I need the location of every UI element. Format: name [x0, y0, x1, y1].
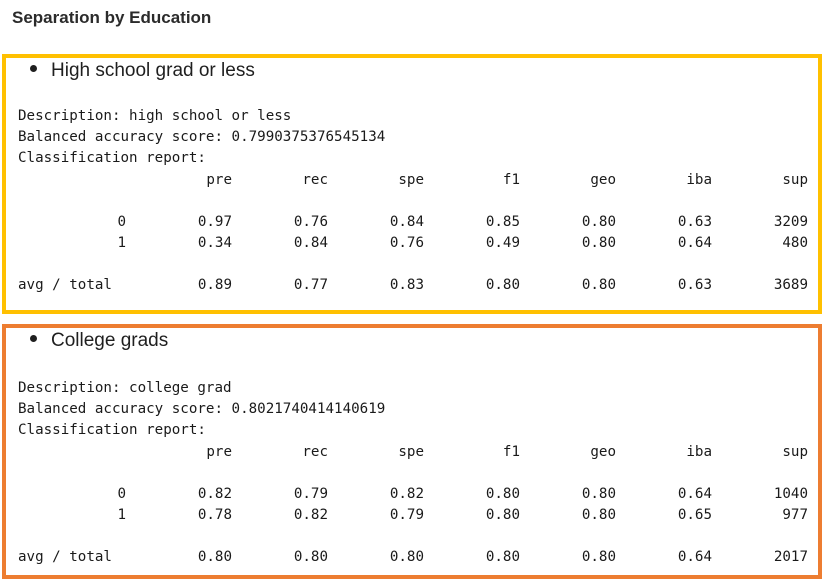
bullet-label: College grads — [51, 330, 169, 351]
column-header: spe — [398, 172, 424, 188]
table-cell: 0.84 — [293, 235, 328, 251]
bullet-item: High school grad or less — [30, 60, 255, 82]
column-header: iba — [686, 172, 712, 188]
row-label: 1 — [117, 507, 126, 523]
table-cell: 0.79 — [389, 507, 424, 523]
bullet-dot-icon — [30, 65, 37, 73]
table-cell: 0.49 — [485, 235, 520, 251]
column-header: rec — [302, 172, 328, 188]
table-cell: 2017 — [773, 549, 808, 565]
description-line: Description: college grad — [18, 380, 232, 396]
table-cell: 0.80 — [197, 549, 232, 565]
table-cell: 0.80 — [485, 277, 520, 293]
table-cell: 0.89 — [197, 277, 232, 293]
balanced-accuracy-line: Balanced accuracy score: 0.8021740414140… — [18, 401, 386, 417]
row-label: 0 — [117, 486, 126, 502]
column-header: f1 — [502, 172, 520, 188]
table-cell: 0.77 — [293, 277, 328, 293]
row-label: avg / total — [18, 549, 112, 565]
table-cell: 0.80 — [581, 549, 616, 565]
table-cell: 0.80 — [293, 549, 328, 565]
column-header: geo — [590, 172, 616, 188]
table-cell: 0.64 — [677, 486, 712, 502]
report-label: Classification report: — [18, 150, 206, 166]
section-high-school: High school grad or less Description: hi… — [2, 54, 822, 314]
table-cell: 0.78 — [197, 507, 232, 523]
table-cell: 0.80 — [581, 507, 616, 523]
report-label: Classification report: — [18, 422, 206, 438]
row-label: 0 — [117, 214, 126, 230]
table-cell: 0.82 — [389, 486, 424, 502]
column-header: sup — [782, 172, 808, 188]
table-cell: 0.82 — [293, 507, 328, 523]
table-cell: 0.63 — [677, 214, 712, 230]
table-cell: 0.63 — [677, 277, 712, 293]
balanced-accuracy-line: Balanced accuracy score: 0.7990375376545… — [18, 129, 386, 145]
table-cell: 0.80 — [581, 486, 616, 502]
page-title: Separation by Education — [12, 8, 212, 27]
column-header: spe — [398, 444, 424, 460]
table-cell: 0.64 — [677, 235, 712, 251]
table-cell: 0.80 — [581, 214, 616, 230]
section-college-grads: College grads Description: college grad … — [2, 324, 822, 579]
table-cell: 0.97 — [197, 214, 232, 230]
column-header: sup — [782, 444, 808, 460]
row-label: 1 — [117, 235, 126, 251]
table-cell: 0.82 — [197, 486, 232, 502]
table-cell: 0.64 — [677, 549, 712, 565]
column-header: f1 — [502, 444, 520, 460]
table-cell: 0.84 — [389, 214, 424, 230]
table-cell: 0.85 — [485, 214, 520, 230]
column-header: iba — [686, 444, 712, 460]
bullet-dot-icon — [30, 335, 37, 343]
table-cell: 0.79 — [293, 486, 328, 502]
column-header: pre — [206, 444, 232, 460]
table-cell: 977 — [782, 507, 808, 523]
table-cell: 3689 — [773, 277, 808, 293]
table-cell: 0.34 — [197, 235, 232, 251]
bullet-label: High school grad or less — [51, 60, 255, 81]
table-cell: 480 — [782, 235, 808, 251]
table-cell: 0.65 — [677, 507, 712, 523]
column-header: rec — [302, 444, 328, 460]
table-cell: 0.80 — [485, 507, 520, 523]
description-line: Description: high school or less — [18, 108, 292, 124]
table-cell: 0.80 — [581, 277, 616, 293]
bullet-item: College grads — [30, 330, 168, 352]
table-cell: 0.80 — [389, 549, 424, 565]
table-cell: 0.80 — [485, 486, 520, 502]
table-cell: 0.76 — [293, 214, 328, 230]
row-label: avg / total — [18, 277, 112, 293]
table-cell: 0.83 — [389, 277, 424, 293]
table-cell: 3209 — [773, 214, 808, 230]
table-cell: 1040 — [773, 486, 808, 502]
table-cell: 0.76 — [389, 235, 424, 251]
table-cell: 0.80 — [485, 549, 520, 565]
column-header: geo — [590, 444, 616, 460]
table-cell: 0.80 — [581, 235, 616, 251]
column-header: pre — [206, 172, 232, 188]
